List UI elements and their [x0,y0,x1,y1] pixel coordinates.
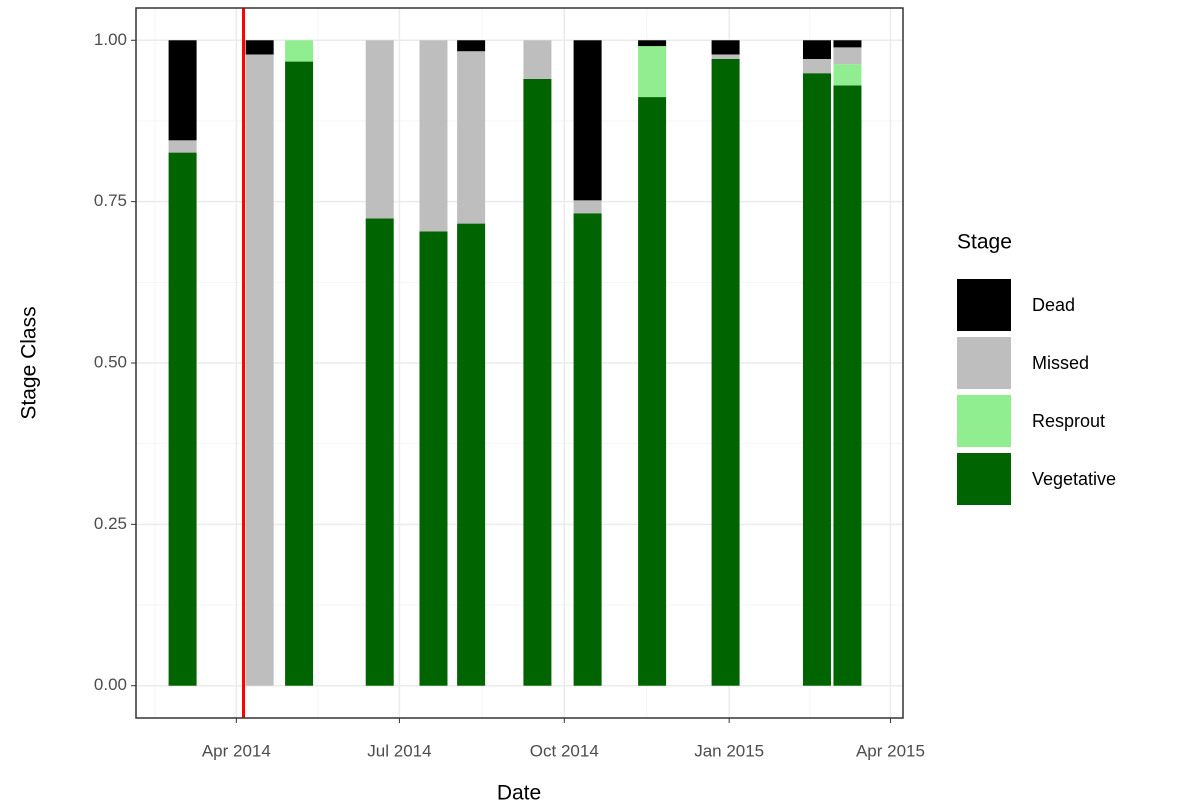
bar-segment [365,40,394,219]
x-tick-label: Apr 2014 [202,741,271,760]
bar-segment [419,40,448,232]
bar-segment [638,40,667,47]
bar-segment [573,40,602,201]
bar-segment [168,152,197,686]
bar-segment [573,213,602,686]
legend-key [957,337,1011,389]
bar-segment [457,51,486,224]
bar-segment [833,47,862,65]
x-tick-label: Oct 2014 [530,741,599,760]
plot-border [135,7,904,719]
bar-segment [168,40,197,141]
y-tick-label: 0.00 [94,675,127,694]
bar-segment [833,85,862,686]
x-axis-title: Date [497,782,541,805]
legend-label: Vegetative [1032,469,1116,489]
bar-segment [523,79,552,686]
bar-segment [802,73,831,686]
legend-label: Resprout [1032,411,1105,431]
bar-segment [711,54,740,59]
bar-segment [711,40,740,55]
bar-segment [285,61,314,686]
bar-segment [457,223,486,686]
legend-label: Missed [1032,353,1089,373]
bar-segment [573,200,602,214]
bar-segment [523,40,552,79]
bar-segment [833,64,862,86]
x-tick-label: Jan 2015 [694,741,764,760]
bar-segment [711,58,740,686]
bar-segment [245,40,274,55]
legend-key [957,453,1011,505]
bar-segment [457,40,486,52]
plot [136,8,903,718]
y-tick-label: 0.75 [94,191,127,210]
legend-label: Dead [1032,295,1075,315]
y-tick-label: 1.00 [94,30,127,49]
legend-key [957,279,1011,331]
bar-segment [638,46,667,98]
bar-segment [285,40,314,62]
legend-title: Stage [957,231,1012,254]
bar-segment [168,140,197,153]
x-tick-label: Apr 2015 [856,741,925,760]
y-tick-label: 0.25 [94,514,127,533]
bar-segment [365,218,394,686]
bar-segment [802,40,831,59]
y-tick-label: 0.50 [94,352,127,371]
legend-key [957,395,1011,447]
y-axis-title: Stage Class [18,306,41,419]
bar-segment [245,54,274,686]
bar-segment [802,58,831,74]
bar-segment [833,40,862,48]
bar-segment [419,231,448,686]
bar-segment [638,97,667,686]
x-tick-label: Jul 2014 [367,741,431,760]
